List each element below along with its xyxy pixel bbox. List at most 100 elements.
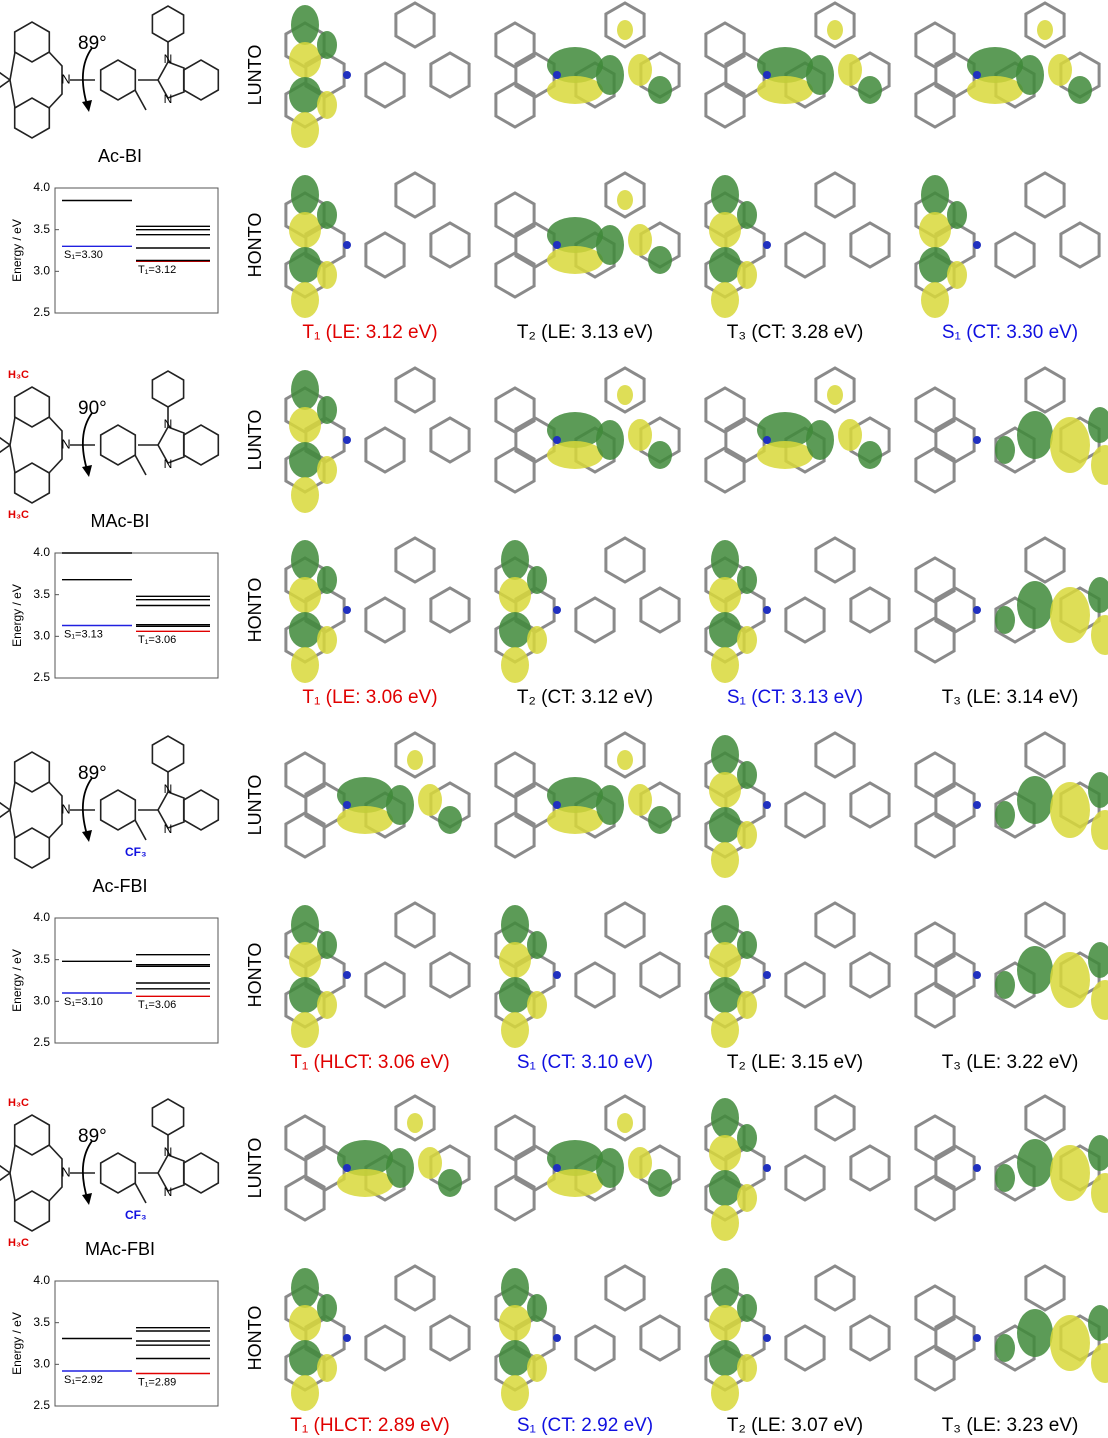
skeleton-ring [396, 903, 434, 947]
orbital-lobe [1088, 942, 1108, 978]
skeleton-ring [396, 3, 434, 47]
y-axis-label: Energy / eV [10, 219, 24, 282]
orbital-lobe [289, 407, 321, 443]
ring [152, 736, 183, 772]
orbital-lobe [527, 991, 547, 1019]
orbital-lobe [317, 456, 337, 484]
nitrogen-atom [973, 971, 981, 979]
skeleton-ring [936, 1146, 974, 1190]
y-tick-label: 2.5 [33, 1398, 50, 1412]
nitrogen-atom [973, 241, 981, 249]
skeleton-ring [641, 588, 679, 632]
orbital-lobe [1017, 411, 1053, 459]
orbital-image [496, 1266, 679, 1411]
skeleton-ring [1026, 733, 1064, 777]
skeleton-ring [606, 1266, 644, 1310]
skeleton-ring [936, 953, 974, 997]
y-tick-label: 3.0 [33, 264, 50, 278]
orbital-lobe [648, 76, 672, 104]
orbital-lobe [291, 1375, 319, 1411]
orbital-lobe [737, 821, 757, 849]
y-tick-label: 4.0 [33, 180, 50, 194]
ring [15, 752, 50, 792]
orbital-image [916, 1096, 1108, 1220]
orbital-lobe [291, 370, 319, 410]
nitrogen-atom [763, 241, 771, 249]
row-label: HONTO [245, 213, 265, 278]
bond [135, 1173, 158, 1203]
bond [0, 70, 95, 90]
nitrogen-atom [343, 801, 351, 809]
skeleton-ring [816, 903, 854, 947]
orbital-lobe [407, 750, 423, 770]
orbital-lobe [711, 1268, 739, 1308]
orbital-lobe [947, 201, 967, 229]
orbital-lobe [995, 971, 1015, 999]
orbital-lobe [291, 175, 319, 215]
skeleton-ring [996, 233, 1034, 277]
orbital-image [286, 1266, 469, 1411]
orbital-lobe [995, 606, 1015, 634]
orbital-lobe [317, 396, 337, 424]
level-label: S₁=3.13 [64, 628, 103, 640]
orbital-lobe [289, 1340, 321, 1376]
level-label: T₁=3.06 [138, 634, 176, 646]
methyl-label: H₃C [8, 1237, 29, 1249]
twist-angle: 89° [78, 33, 107, 54]
orbital-lobe [1068, 76, 1092, 104]
orbital-image [916, 1266, 1108, 1390]
nitrogen-atom [973, 1334, 981, 1342]
orbital-lobe [921, 175, 949, 215]
arrowhead [82, 100, 92, 112]
y-tick-label: 3.5 [33, 587, 50, 601]
orbital-image [496, 1096, 679, 1220]
orbital-image [286, 1096, 469, 1220]
row-label: HONTO [245, 943, 265, 1008]
skeleton-ring [916, 1346, 954, 1390]
molecule-name: Ac-FBI [92, 876, 147, 896]
skeleton-ring [851, 1316, 889, 1360]
orbital-lobe [709, 807, 741, 843]
nitrogen-atom [973, 71, 981, 79]
orbital-lobe [806, 55, 834, 95]
skeleton-ring [706, 448, 744, 492]
orbital-lobe [711, 905, 739, 945]
skeleton-ring [286, 1176, 324, 1220]
skeleton-ring [916, 558, 954, 602]
panel: N89°NNAc-BI2.53.03.54.0Energy / eVS₁=3.3… [0, 3, 1099, 343]
skeleton-ring [366, 63, 404, 107]
skeleton-ring [916, 813, 954, 857]
skeleton-ring [706, 23, 744, 67]
orbital-lobe [527, 1294, 547, 1322]
skeleton-ring [366, 598, 404, 642]
orbital-lobe [289, 442, 321, 478]
skeleton-ring [816, 173, 854, 217]
orbital-lobe [317, 261, 337, 289]
atom-label: N [61, 801, 70, 816]
ring [184, 60, 219, 100]
skeleton-ring [396, 538, 434, 582]
y-tick-label: 3.5 [33, 1315, 50, 1329]
orbital-lobe [628, 784, 652, 816]
ring [15, 98, 50, 138]
state-caption: T₃ (LE: 3.14 eV) [942, 687, 1079, 708]
panel: N89°NNH₃CH₃CCF₃MAc-FBI2.53.03.54.0Energy… [0, 1096, 1108, 1436]
orbital-image [496, 368, 679, 492]
orbital-lobe [711, 1205, 739, 1241]
skeleton-ring [496, 388, 534, 432]
y-tick-label: 4.0 [33, 910, 50, 924]
orbital-lobe [317, 91, 337, 119]
orbital-image [286, 538, 469, 683]
y-tick-label: 3.0 [33, 629, 50, 643]
orbital-lobe [499, 1340, 531, 1376]
level-label: T₁=3.06 [138, 999, 176, 1011]
methyl-label: H₃C [8, 1097, 29, 1109]
nitrogen-atom [343, 606, 351, 614]
skeleton-ring [851, 1146, 889, 1190]
skeleton-ring [366, 233, 404, 277]
state-caption: T₃ (LE: 3.23 eV) [942, 1415, 1079, 1436]
orbital-lobe [418, 784, 442, 816]
y-tick-label: 3.0 [33, 1357, 50, 1371]
atom-label: N [164, 417, 173, 431]
orbital-lobe [806, 420, 834, 460]
